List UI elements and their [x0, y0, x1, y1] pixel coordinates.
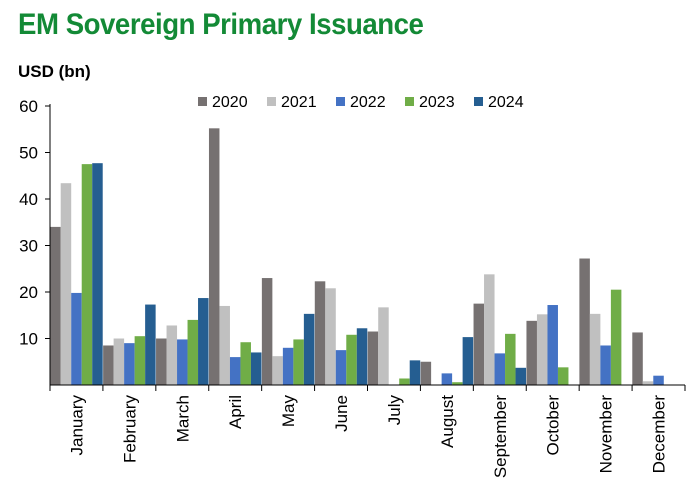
- y-tick-label: 50: [19, 144, 38, 163]
- x-tick-label: March: [173, 395, 192, 442]
- legend-label-2024: 2024: [488, 94, 524, 111]
- bar-2021-april: [219, 305, 230, 385]
- bar-2022-september: [494, 353, 506, 385]
- bar-2023-january: [81, 164, 93, 386]
- bar-2022-october: [547, 305, 558, 385]
- bar-2022-january: [71, 292, 82, 385]
- bar-2024-january: [92, 163, 103, 385]
- y-tick-label: 40: [19, 190, 38, 209]
- x-tick-label: August: [438, 395, 457, 448]
- bar-2023-october: [557, 367, 569, 385]
- bar-2020-may: [261, 278, 273, 385]
- legend-swatch-2020: [198, 97, 207, 106]
- bar-2021-january: [60, 183, 72, 385]
- bar-2022-february: [124, 343, 135, 385]
- bar-2023-august: [452, 382, 463, 385]
- bar-2024-march: [198, 298, 209, 385]
- bar-2024-august: [462, 337, 474, 385]
- bar-2024-february: [145, 304, 156, 385]
- y-tick-label: 10: [19, 330, 38, 349]
- y-tick-label: 30: [19, 237, 38, 256]
- legend-label-2021: 2021: [281, 94, 317, 111]
- bar-2020-august: [420, 361, 432, 385]
- bar-2020-december: [632, 332, 643, 385]
- bar-2020-march: [156, 338, 167, 385]
- bar-2023-november: [610, 289, 622, 385]
- legend-swatch-2023: [405, 97, 414, 106]
- bar-2022-may: [282, 347, 294, 385]
- bar-2024-june: [356, 328, 368, 385]
- bar-2021-october: [536, 314, 548, 385]
- legend-label-2023: 2023: [419, 94, 455, 111]
- chart-title: EM Sovereign Primary Issuance: [18, 8, 424, 41]
- y-tick-label: 20: [19, 283, 38, 302]
- bar-2021-december: [642, 381, 654, 385]
- bar-2023-april: [240, 342, 251, 385]
- bar-2024-september: [515, 367, 527, 385]
- legend-label-2020: 2020: [212, 94, 248, 111]
- legend-label-2022: 2022: [350, 94, 386, 111]
- bar-2020-october: [526, 320, 537, 385]
- bar-2021-february: [113, 338, 125, 385]
- bar-2024-april: [250, 352, 262, 385]
- bar-2024-may: [303, 313, 315, 385]
- x-tick-label: December: [650, 395, 669, 474]
- bar-2020-september: [473, 303, 485, 386]
- y-tick-label: 60: [19, 97, 38, 116]
- legend-swatch-2024: [474, 97, 483, 106]
- x-tick-label: April: [226, 395, 245, 429]
- x-tick-label: January: [67, 395, 86, 456]
- bar-2020-january: [50, 226, 61, 385]
- bar-2020-february: [103, 345, 114, 385]
- bar-2021-may: [272, 356, 283, 385]
- x-tick-label: October: [544, 395, 563, 456]
- axes-layer: 10 20 30 40 50 60 January February March April May…: [19, 97, 686, 478]
- bar-2021-march: [166, 325, 178, 385]
- bar-2021-june: [325, 288, 336, 385]
- bar-2022-november: [600, 345, 611, 385]
- legend-swatch-2022: [336, 97, 345, 106]
- bar-2022-december: [653, 375, 664, 385]
- bar-2022-april: [229, 357, 241, 385]
- legend: 2020 2021 2022 2023 2024: [198, 94, 524, 111]
- bar-2020-june: [314, 281, 326, 385]
- x-tick-label: February: [120, 395, 139, 464]
- bar-2023-september: [505, 333, 516, 385]
- bar-2023-may: [293, 339, 304, 385]
- bar-2023-february: [134, 336, 146, 385]
- bar-2022-june: [335, 350, 347, 386]
- bar-2021-july: [378, 307, 389, 385]
- bar-2021-november: [589, 313, 601, 385]
- y-axis-unit-label: USD (bn): [18, 62, 91, 81]
- bar-2023-march: [187, 319, 199, 385]
- bar-2021-september: [484, 274, 495, 385]
- bar-2020-november: [579, 258, 590, 385]
- bars-layer: [50, 128, 664, 386]
- bar-2023-july: [399, 378, 410, 385]
- legend-swatch-2021: [267, 97, 276, 106]
- x-tick-label: September: [491, 395, 510, 478]
- x-tick-label: July: [385, 395, 404, 426]
- bar-2020-april: [208, 128, 220, 385]
- bar-2020-july: [367, 331, 379, 385]
- bar-2022-march: [177, 339, 188, 385]
- x-tick-label: June: [332, 395, 351, 432]
- bar-2024-july: [409, 360, 421, 385]
- bar-2022-august: [441, 373, 453, 386]
- x-tick-label: November: [597, 395, 616, 474]
- x-tick-label: May: [279, 395, 298, 428]
- bar-2023-june: [346, 334, 357, 385]
